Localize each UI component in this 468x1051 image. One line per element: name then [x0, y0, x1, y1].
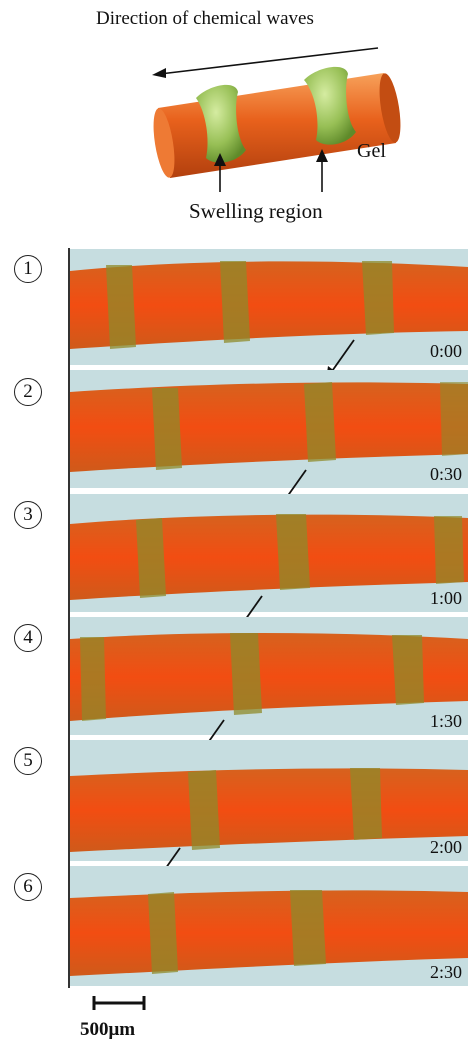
frame-panel-2: 0:30: [70, 370, 468, 488]
gel-schematic: [152, 47, 401, 192]
frame-image-3: [70, 514, 468, 600]
panel-number-2: 2: [14, 378, 42, 406]
scale-bar-label: 500μm: [80, 1019, 136, 1040]
frame-image-6: [70, 890, 468, 976]
frame-panel-4: 1:30: [70, 617, 468, 735]
time-label-5: 2:00: [429, 837, 462, 857]
scale-bar: [92, 996, 146, 1010]
panel-number-3: 3: [14, 501, 42, 529]
diagram-title: Direction of chemical waves: [96, 8, 314, 29]
swelling-region-label: Swelling region: [189, 199, 323, 223]
frame-image-4: [70, 633, 468, 721]
gel-label: Gel: [357, 140, 386, 162]
frame-axis-line: [68, 248, 70, 988]
frame-image-5: [70, 768, 468, 852]
panel-number-1: 1: [14, 255, 42, 283]
frame-panel-1: 0:00: [70, 249, 468, 365]
time-label-4: 1:30: [429, 711, 462, 731]
frame-panel-6: 2:30: [70, 866, 468, 986]
panel-number-6: 6: [14, 873, 42, 901]
frame-panel-3: 1:00: [70, 494, 468, 612]
time-label-3: 1:00: [429, 588, 462, 608]
time-label-2: 0:30: [429, 464, 462, 484]
wave-direction-arrowhead: [152, 68, 166, 78]
frame-panel-5: 2:00: [70, 740, 468, 861]
time-label-6: 2:30: [429, 962, 462, 982]
time-label-1: 0:00: [429, 341, 462, 361]
frame-image-1: [70, 261, 468, 349]
frame-image-2: [70, 382, 468, 472]
panel-number-4: 4: [14, 624, 42, 652]
panel-number-5: 5: [14, 747, 42, 775]
wave-direction-arrow: [159, 47, 379, 75]
swelling-region-right: [304, 66, 356, 145]
swelling-region-left: [196, 84, 246, 163]
